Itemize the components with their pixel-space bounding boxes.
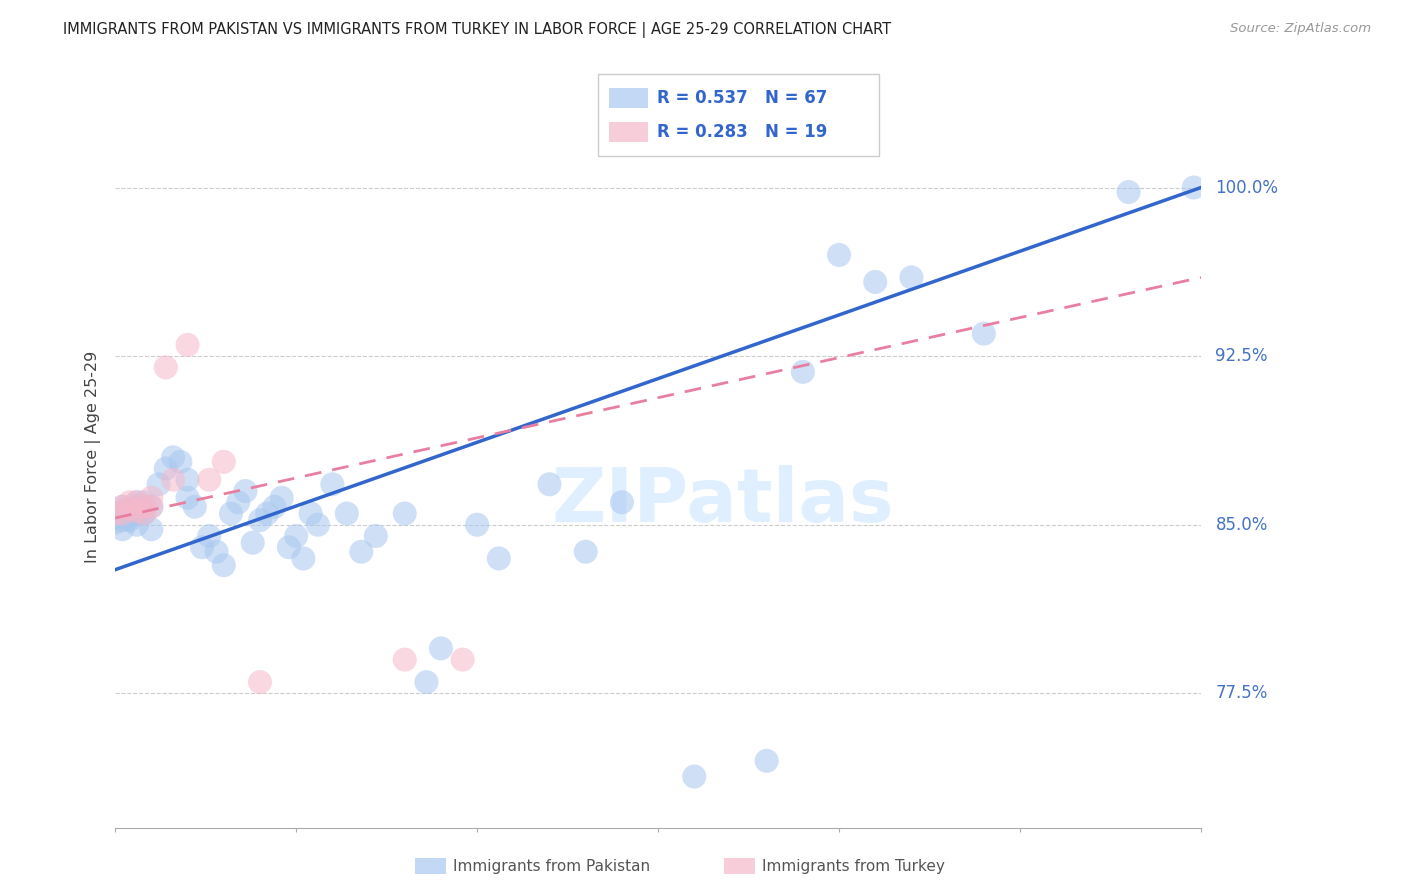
Point (198, 473, 221, 487)
Point (364, 529, 387, 543)
Point (307, 517, 329, 532)
Point (191, 540, 214, 554)
Point (141, 491, 163, 505)
Point (235, 483, 257, 498)
Point (134, 500, 156, 514)
Point (125, 500, 148, 514)
Point (226, 495, 249, 509)
Text: R = 0.283   N = 19: R = 0.283 N = 19 (657, 123, 827, 141)
Point (219, 507, 242, 521)
Point (134, 495, 156, 509)
Point (118, 513, 141, 527)
Point (973, 326, 995, 341)
Point (125, 495, 148, 509)
Text: 85.0%: 85.0% (1215, 516, 1268, 533)
Point (111, 500, 134, 514)
Point (865, 275, 887, 289)
Point (125, 504, 148, 518)
Text: 100.0%: 100.0% (1215, 178, 1278, 196)
Point (575, 545, 598, 559)
Point (141, 522, 163, 536)
Point (198, 529, 221, 543)
Point (299, 507, 322, 521)
Point (415, 675, 437, 690)
Point (162, 450, 184, 465)
Point (451, 652, 474, 666)
Point (430, 641, 453, 656)
Point (828, 248, 851, 262)
Point (125, 504, 148, 518)
Point (148, 477, 170, 491)
Point (538, 477, 561, 491)
Point (118, 502, 141, 516)
Point (104, 507, 127, 521)
Point (683, 770, 706, 784)
Point (104, 516, 127, 530)
Text: Source: ZipAtlas.com: Source: ZipAtlas.com (1230, 22, 1371, 36)
Point (155, 461, 177, 475)
Point (249, 513, 271, 527)
Point (256, 507, 278, 521)
Point (1182, 180, 1205, 194)
Text: Immigrants from Pakistan: Immigrants from Pakistan (453, 859, 650, 873)
Point (394, 507, 416, 521)
Text: IMMIGRANTS FROM PAKISTAN VS IMMIGRANTS FROM TURKEY IN LABOR FORCE | AGE 25-29 CO: IMMIGRANTS FROM PAKISTAN VS IMMIGRANTS F… (63, 22, 891, 38)
Point (134, 507, 156, 521)
Point (610, 495, 633, 509)
Point (162, 473, 184, 487)
Point (125, 507, 148, 521)
Text: 77.5%: 77.5% (1215, 684, 1268, 702)
Point (900, 270, 922, 285)
Point (111, 522, 134, 536)
Point (141, 500, 163, 514)
Point (176, 473, 198, 487)
Point (263, 500, 285, 514)
Text: ZIPatlas: ZIPatlas (553, 466, 894, 538)
Point (155, 360, 177, 375)
Point (118, 495, 141, 509)
Point (111, 513, 134, 527)
Point (118, 502, 141, 516)
Point (792, 365, 814, 379)
Point (1118, 185, 1140, 199)
Point (285, 529, 308, 543)
Point (270, 491, 292, 505)
Point (277, 540, 299, 554)
Point (118, 504, 141, 518)
Point (118, 511, 141, 525)
Point (176, 491, 198, 505)
Point (111, 504, 134, 518)
Point (249, 675, 271, 690)
Point (111, 507, 134, 521)
Point (292, 551, 315, 566)
Point (111, 500, 134, 514)
Point (169, 455, 191, 469)
Y-axis label: In Labor Force | Age 25-29: In Labor Force | Age 25-29 (86, 351, 101, 564)
Point (205, 545, 228, 559)
Point (125, 495, 148, 509)
Point (212, 455, 235, 469)
Point (118, 507, 141, 521)
Point (465, 517, 488, 532)
Point (321, 477, 343, 491)
Point (125, 517, 148, 532)
Point (104, 511, 127, 525)
Point (212, 558, 235, 573)
Text: Immigrants from Turkey: Immigrants from Turkey (762, 859, 945, 873)
Point (488, 551, 510, 566)
Point (134, 507, 156, 521)
Text: 92.5%: 92.5% (1215, 347, 1268, 365)
Point (242, 535, 264, 549)
Point (755, 754, 778, 768)
Point (394, 652, 416, 666)
Text: R = 0.537   N = 67: R = 0.537 N = 67 (657, 89, 827, 107)
Point (111, 507, 134, 521)
Point (118, 508, 141, 523)
Point (350, 545, 373, 559)
Point (176, 338, 198, 352)
Point (184, 500, 207, 514)
Point (141, 500, 163, 514)
Point (336, 507, 359, 521)
